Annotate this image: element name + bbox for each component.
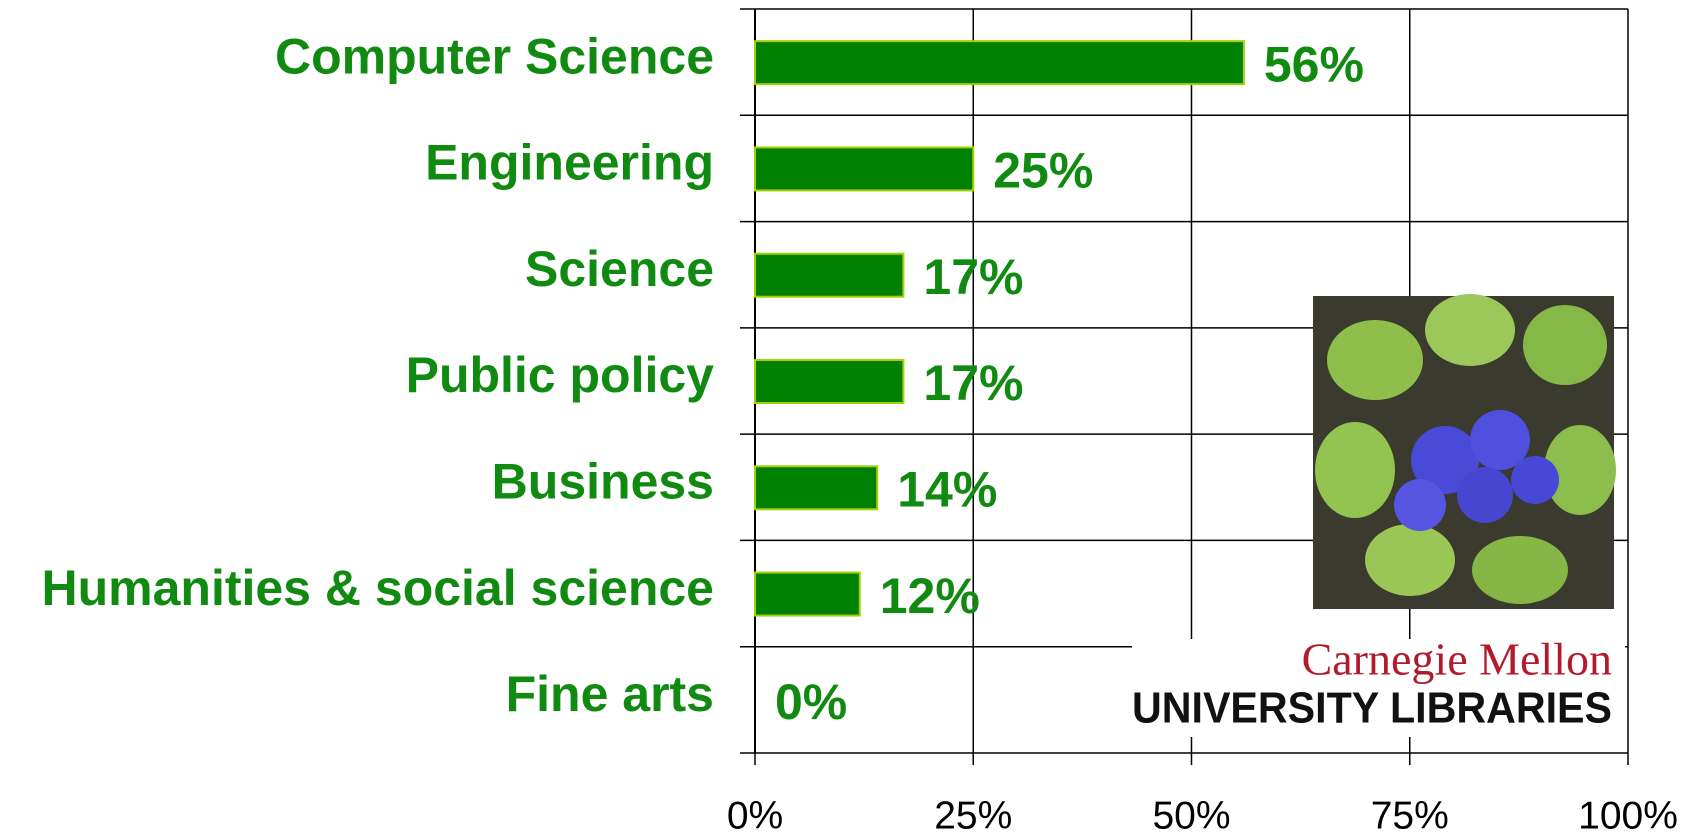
y-tick-label: Public policy: [406, 347, 715, 403]
x-tick-label: 0%: [727, 794, 783, 832]
x-tick-label: 50%: [1152, 794, 1230, 832]
y-tick-label: Fine arts: [506, 666, 714, 722]
logo-line1: Carnegie Mellon: [1302, 634, 1612, 685]
value-label: 17%: [923, 249, 1023, 305]
bar: [754, 359, 905, 404]
value-label: 12%: [880, 568, 980, 624]
value-label: 0%: [775, 674, 847, 730]
logo-box: [1132, 639, 1625, 737]
y-tick-label: Business: [492, 453, 714, 509]
value-label: 14%: [897, 461, 997, 517]
x-tick-label: 100%: [1578, 794, 1678, 832]
bar: [754, 571, 861, 617]
value-label: 25%: [993, 143, 1093, 199]
bar: [754, 465, 879, 511]
y-tick-label: Computer Science: [275, 28, 714, 84]
photo: [1313, 294, 1616, 609]
y-tick-label: Engineering: [425, 135, 714, 191]
bar: [754, 146, 975, 192]
y-tick-label: Humanities & social science: [41, 560, 714, 616]
value-label: 56%: [1264, 36, 1364, 92]
value-label: 17%: [923, 355, 1023, 411]
y-tick-label: Science: [525, 241, 714, 297]
x-tick-label: 75%: [1371, 794, 1449, 832]
bar: [754, 252, 905, 298]
logo-line2: UNIVERSITY LIBRARIES: [1132, 684, 1612, 733]
x-tick-label: 25%: [934, 794, 1012, 832]
bar: [754, 40, 1245, 86]
